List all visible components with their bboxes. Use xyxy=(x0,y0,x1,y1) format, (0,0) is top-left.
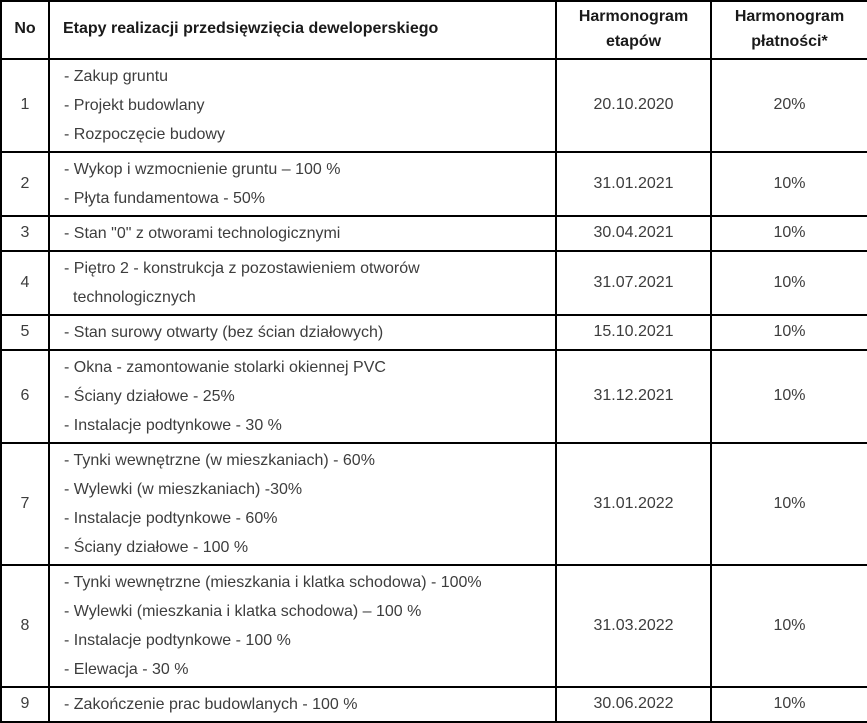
stage-description-cell: - Wykop i wzmocnienie gruntu – 100 % - Pł… xyxy=(48,150,557,217)
table-row: 1 - Zakup gruntu - Projekt budowlany - Rozp… xyxy=(0,57,867,153)
stage-description-cell: - Tynki wewnętrzne (mieszkania i klatka … xyxy=(48,563,557,688)
row-number: 8 xyxy=(0,563,50,688)
table-row: 6 - Okna - zamontowanie stolarki okiennej… xyxy=(0,348,867,444)
stage-line: - Instalacje podtynkowe - 60% xyxy=(64,509,278,527)
table-row: 7 - Tynki wewnętrzne (w mieszkaniach) - 6… xyxy=(0,441,867,566)
stage-date: 30.04.2021 xyxy=(555,214,712,252)
payment-percentage: 10% xyxy=(710,214,867,252)
stage-line: - Płyta fundamentowa - 50% xyxy=(64,189,265,207)
stage-line: - Ściany działowe - 25% xyxy=(64,387,235,405)
stage-description-cell: - Stan surowy otwarty (bez ścian działow… xyxy=(48,313,557,351)
table-body: 1 - Zakup gruntu - Projekt budowlany - Rozp… xyxy=(0,57,867,723)
stage-line: - Elewacja - 30 % xyxy=(64,660,189,678)
stage-date: 15.10.2021 xyxy=(555,313,712,351)
stage-date: 31.01.2022 xyxy=(555,441,712,566)
stage-line: - Rozpoczęcie budowy xyxy=(64,125,225,143)
row-number: 6 xyxy=(0,348,50,444)
table-row: 5 - Stan surowy otwarty (bez ścian działo… xyxy=(0,313,867,351)
stage-line: - Projekt budowlany xyxy=(64,96,205,114)
table-row: 9 - Zakończenie prac budowlanych - 100 % 3… xyxy=(0,685,867,723)
table-row: 3 - Stan "0" z otworami technologicznymi 3… xyxy=(0,214,867,252)
header-payments: Harmonogram płatności* xyxy=(710,0,867,60)
stage-date: 31.03.2022 xyxy=(555,563,712,688)
payment-percentage: 10% xyxy=(710,150,867,217)
stage-line: - Wykop i wzmocnienie gruntu – 100 % xyxy=(64,160,341,178)
stage-date: 31.12.2021 xyxy=(555,348,712,444)
stage-line: - Piętro 2 - konstrukcja z pozostawienie… xyxy=(64,259,420,306)
row-number: 2 xyxy=(0,150,50,217)
stage-date: 20.10.2020 xyxy=(555,57,712,153)
header-no: No xyxy=(0,0,50,60)
header-stages: Etapy realizacji przedsięwzięcia dewelop… xyxy=(48,0,557,60)
payment-percentage: 20% xyxy=(710,57,867,153)
stage-date: 31.07.2021 xyxy=(555,249,712,316)
stage-line: - Tynki wewnętrzne (w mieszkaniach) - 60… xyxy=(64,451,375,469)
stage-line: - Zakończenie prac budowlanych - 100 % xyxy=(64,695,358,713)
stage-line: - Instalacje podtynkowe - 30 % xyxy=(64,416,282,434)
table-header: No Etapy realizacji przedsięwzięcia dewe… xyxy=(0,0,867,60)
payment-percentage: 10% xyxy=(710,249,867,316)
stage-description-cell: - Piętro 2 - konstrukcja z pozostawienie… xyxy=(48,249,557,316)
row-number: 9 xyxy=(0,685,50,723)
row-number: 1 xyxy=(0,57,50,153)
row-number: 5 xyxy=(0,313,50,351)
stage-line: - Zakup gruntu xyxy=(64,67,169,85)
stage-line: - Wylewki (mieszkania i klatka schodowa)… xyxy=(64,602,422,620)
row-number: 7 xyxy=(0,441,50,566)
header-schedule: Harmonogram etapów xyxy=(555,0,712,60)
payment-percentage: 10% xyxy=(710,441,867,566)
header-row: No Etapy realizacji przedsięwzięcia dewe… xyxy=(0,0,867,60)
row-number: 3 xyxy=(0,214,50,252)
stage-description-cell: - Okna - zamontowanie stolarki okiennej … xyxy=(48,348,557,444)
payment-percentage: 10% xyxy=(710,563,867,688)
table-row: 8 - Tynki wewnętrzne (mieszkania i klatka… xyxy=(0,563,867,688)
stage-date: 31.01.2021 xyxy=(555,150,712,217)
table-row: 4 - Piętro 2 - konstrukcja z pozostawieni… xyxy=(0,249,867,316)
stage-line: - Tynki wewnętrzne (mieszkania i klatka … xyxy=(64,573,482,591)
stage-line: - Stan surowy otwarty (bez ścian działow… xyxy=(64,323,384,341)
stage-date: 30.06.2022 xyxy=(555,685,712,723)
payment-percentage: 10% xyxy=(710,685,867,723)
stage-line: - Ściany działowe - 100 % xyxy=(64,538,249,556)
payment-percentage: 10% xyxy=(710,313,867,351)
stage-description-cell: - Tynki wewnętrzne (w mieszkaniach) - 60… xyxy=(48,441,557,566)
stage-line: - Wylewki (w mieszkaniach) -30% xyxy=(64,480,303,498)
stage-line: - Instalacje podtynkowe - 100 % xyxy=(64,631,291,649)
stage-line: - Stan "0" z otworami technologicznymi xyxy=(64,224,341,242)
payment-percentage: 10% xyxy=(710,348,867,444)
table-row: 2 - Wykop i wzmocnienie gruntu – 100 % - P… xyxy=(0,150,867,217)
row-number: 4 xyxy=(0,249,50,316)
stage-line: - Okna - zamontowanie stolarki okiennej … xyxy=(64,358,386,376)
stage-description-cell: - Zakup gruntu - Projekt budowlany - Rozpo… xyxy=(48,57,557,153)
stage-description-cell: - Zakończenie prac budowlanych - 100 % xyxy=(48,685,557,723)
stage-description-cell: - Stan "0" z otworami technologicznymi xyxy=(48,214,557,252)
